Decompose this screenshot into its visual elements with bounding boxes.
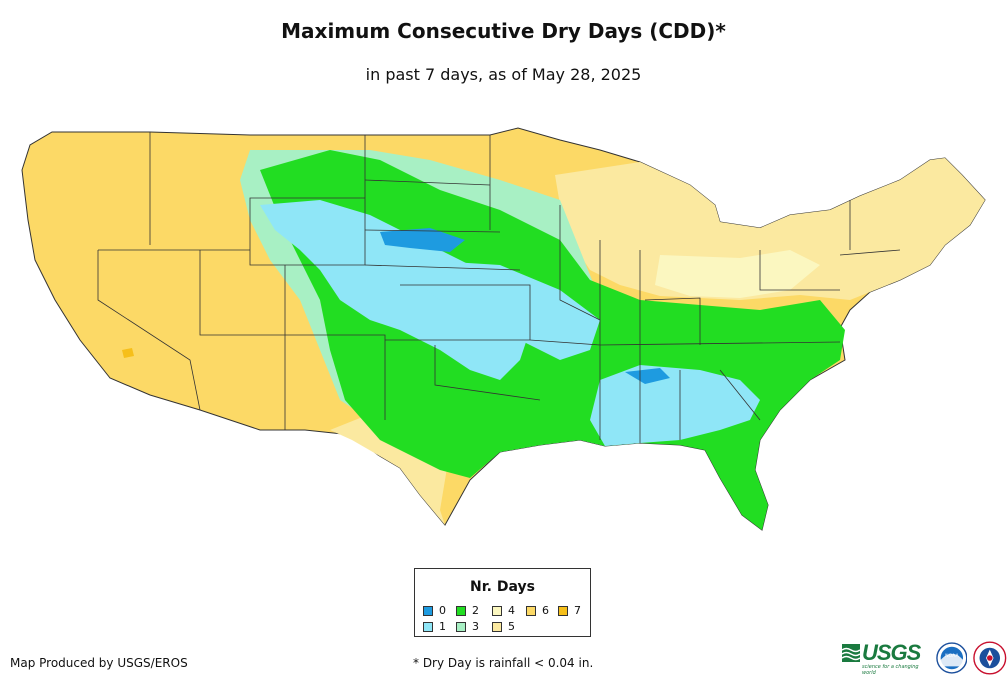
legend-item-4: 4 — [492, 604, 515, 617]
legend-item-0: 0 — [423, 604, 446, 617]
legend-swatch — [456, 605, 466, 616]
legend-swatch — [492, 621, 502, 632]
legend-title: Nr. Days — [470, 579, 535, 595]
legend-label: 3 — [472, 620, 479, 633]
region-0day-mississippi — [625, 368, 670, 384]
legend-swatch — [456, 621, 466, 632]
noaa-logo-icon: NOAA — [935, 642, 968, 674]
noaa-text: NOAA — [945, 653, 959, 659]
region-1day-southeast — [590, 365, 760, 446]
map-title: Maximum Consecutive Dry Days (CDD)* — [281, 19, 726, 43]
legend-label: 2 — [472, 604, 479, 617]
legend-item-3: 3 — [456, 620, 479, 633]
legend-swatch — [558, 605, 568, 616]
usgs-wordmark: USGS — [862, 640, 921, 665]
logo-group: USGS science for a changing world NOAA — [842, 640, 1007, 676]
region-1day-rockies — [260, 200, 530, 380]
legend-label: 4 — [508, 604, 515, 617]
legend-swatch — [423, 605, 433, 616]
legend-box: Nr. Days 0 1 2 3 4 5 6 7 — [414, 568, 591, 637]
legend-label: 7 — [574, 604, 581, 617]
region-0day-wyoming — [380, 228, 465, 252]
legend-swatch — [526, 605, 536, 616]
footnote: * Dry Day is rainfall < 0.04 in. — [413, 656, 594, 670]
usgs-wave-icon — [842, 644, 860, 662]
legend-label: 1 — [439, 620, 446, 633]
legend-swatch — [492, 605, 502, 616]
region-4day-ohio — [655, 250, 820, 298]
usgs-logo: USGS science for a changing world — [842, 640, 928, 676]
legend-item-2: 2 — [456, 604, 479, 617]
map-credit: Map Produced by USGS/EROS — [10, 656, 188, 670]
legend-item-6: 6 — [526, 604, 549, 617]
legend-label: 6 — [542, 604, 549, 617]
legend-label: 5 — [508, 620, 515, 633]
legend-swatch — [423, 621, 433, 632]
legend-label: 0 — [439, 604, 446, 617]
usgs-tagline: science for a changing world — [862, 664, 919, 676]
state-boundaries — [97, 132, 901, 443]
nws-logo-icon — [973, 641, 1007, 675]
legend-item-7: 7 — [558, 604, 581, 617]
cdd-map — [21, 127, 986, 531]
region-7day-spot — [122, 348, 134, 358]
legend-item-1: 1 — [423, 620, 446, 633]
legend-item-5: 5 — [492, 620, 515, 633]
map-subtitle: in past 7 days, as of May 28, 2025 — [365, 65, 642, 84]
